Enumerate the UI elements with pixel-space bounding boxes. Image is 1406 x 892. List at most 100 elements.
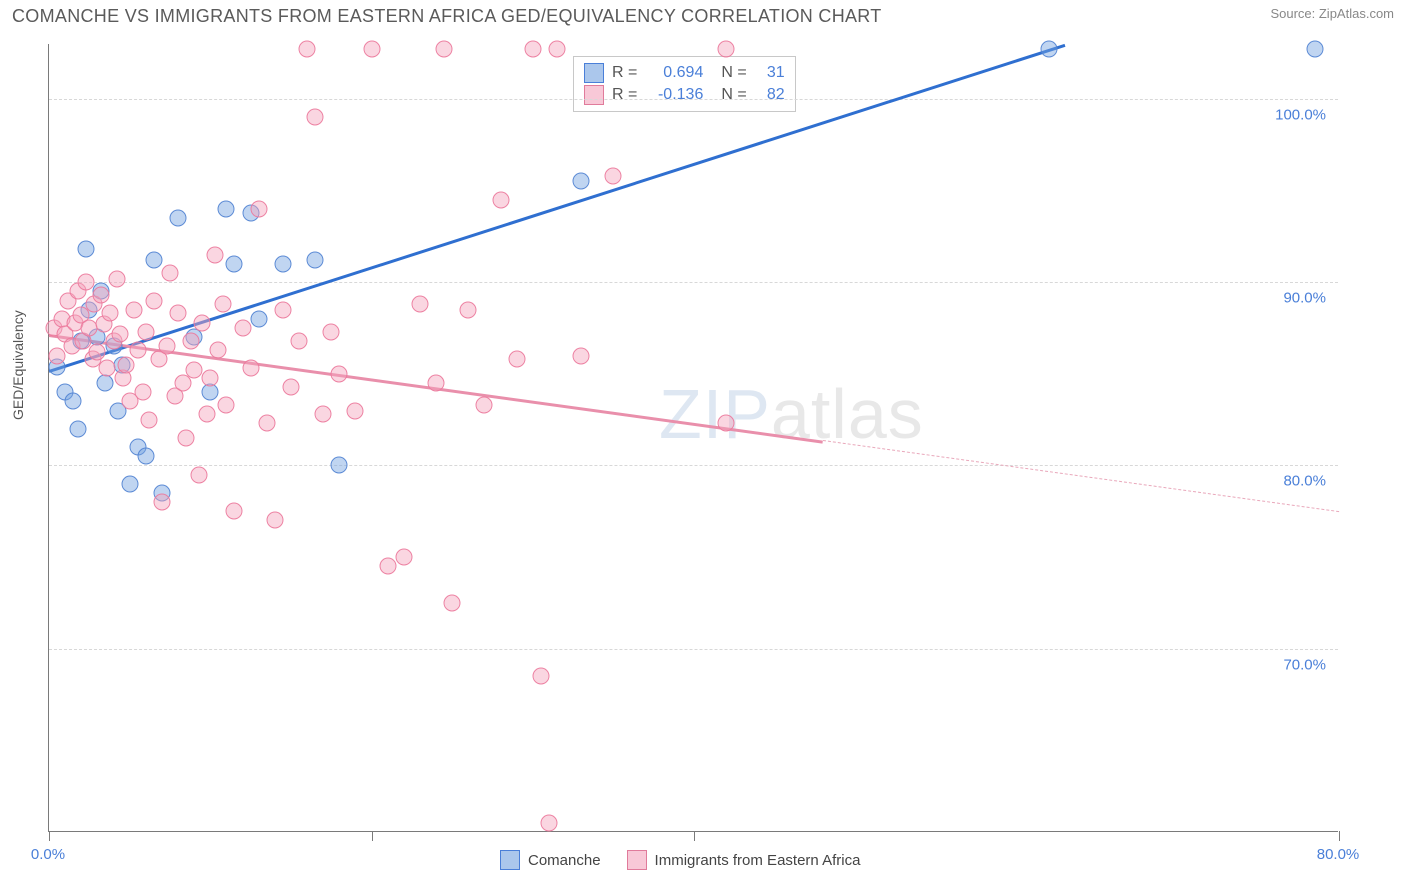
data-point: [460, 301, 477, 318]
data-point: [1040, 41, 1057, 58]
data-point: [92, 287, 109, 304]
stat-n-value: 82: [755, 86, 785, 104]
data-point: [102, 305, 119, 322]
watermark: ZIPatlas: [659, 374, 924, 454]
data-point: [540, 814, 557, 831]
data-point: [126, 301, 143, 318]
chart-legend: ComancheImmigrants from Eastern Africa: [500, 850, 860, 870]
data-point: [121, 475, 138, 492]
data-point: [299, 41, 316, 58]
data-point: [1306, 41, 1323, 58]
stats-row: R = -0.136 N = 82: [584, 85, 785, 105]
legend-swatch: [584, 85, 604, 105]
data-point: [153, 494, 170, 511]
y-tick-label: 70.0%: [1283, 656, 1326, 673]
data-point: [207, 246, 224, 263]
data-point: [97, 375, 114, 392]
data-point: [573, 347, 590, 364]
data-point: [548, 41, 565, 58]
data-point: [158, 338, 175, 355]
data-point: [476, 397, 493, 414]
data-point: [444, 594, 461, 611]
data-point: [182, 332, 199, 349]
data-point: [274, 255, 291, 272]
legend-swatch: [500, 850, 520, 870]
data-point: [118, 356, 135, 373]
data-point: [202, 384, 219, 401]
data-point: [170, 210, 187, 227]
stat-r-label: R =: [612, 86, 637, 104]
legend-swatch: [584, 63, 604, 83]
data-point: [65, 393, 82, 410]
stats-box: R = 0.694 N = 31 R = -0.136 N = 82: [573, 56, 796, 112]
trend-line-dash: [823, 440, 1339, 512]
data-point: [145, 252, 162, 269]
data-point: [226, 255, 243, 272]
data-point: [718, 41, 735, 58]
data-point: [218, 200, 235, 217]
data-point: [524, 41, 541, 58]
data-point: [307, 109, 324, 126]
data-point: [323, 323, 340, 340]
data-point: [395, 549, 412, 566]
data-point: [508, 351, 525, 368]
x-tick: [372, 831, 373, 841]
data-point: [307, 252, 324, 269]
stats-row: R =0.694N =31: [584, 63, 785, 83]
chart-title: COMANCHE VS IMMIGRANTS FROM EASTERN AFRI…: [12, 6, 882, 27]
data-point: [242, 360, 259, 377]
data-point: [210, 342, 227, 359]
data-point: [605, 167, 622, 184]
data-point: [347, 402, 364, 419]
data-point: [428, 375, 445, 392]
data-point: [436, 41, 453, 58]
data-point: [190, 466, 207, 483]
data-point: [250, 200, 267, 217]
data-point: [194, 314, 211, 331]
x-tick: [49, 831, 50, 841]
data-point: [78, 241, 95, 258]
y-axis-label: GED/Equivalency: [10, 310, 26, 420]
source-attribution: Source: ZipAtlas.com: [1270, 6, 1394, 21]
data-point: [145, 292, 162, 309]
data-point: [379, 558, 396, 575]
legend-swatch: [627, 850, 647, 870]
data-point: [178, 430, 195, 447]
stat-n-value: 31: [755, 64, 785, 82]
data-point: [274, 301, 291, 318]
data-point: [492, 191, 509, 208]
data-point: [99, 360, 116, 377]
data-point: [718, 415, 735, 432]
data-point: [161, 265, 178, 282]
stat-r-value: 0.694: [645, 64, 703, 82]
data-point: [186, 362, 203, 379]
data-point: [411, 296, 428, 313]
data-point: [532, 668, 549, 685]
data-point: [89, 343, 106, 360]
data-point: [170, 305, 187, 322]
data-point: [573, 173, 590, 190]
x-tick-label: 0.0%: [31, 846, 65, 863]
data-point: [290, 332, 307, 349]
x-tick-label: 80.0%: [1317, 846, 1360, 863]
data-point: [70, 420, 87, 437]
y-tick-label: 90.0%: [1283, 290, 1326, 307]
data-point: [134, 384, 151, 401]
data-point: [111, 325, 128, 342]
legend-label: Comanche: [528, 852, 601, 869]
data-point: [250, 310, 267, 327]
stat-n-label: N =: [721, 86, 746, 104]
y-tick-label: 100.0%: [1275, 106, 1326, 123]
data-point: [234, 320, 251, 337]
stat-r-value: -0.136: [645, 86, 703, 104]
gridline: [49, 649, 1338, 650]
stat-r-label: R =: [612, 64, 637, 82]
data-point: [140, 411, 157, 428]
data-point: [258, 415, 275, 432]
data-point: [331, 365, 348, 382]
data-point: [218, 397, 235, 414]
gridline: [49, 99, 1338, 100]
y-tick-label: 80.0%: [1283, 473, 1326, 490]
data-point: [137, 323, 154, 340]
data-point: [282, 378, 299, 395]
